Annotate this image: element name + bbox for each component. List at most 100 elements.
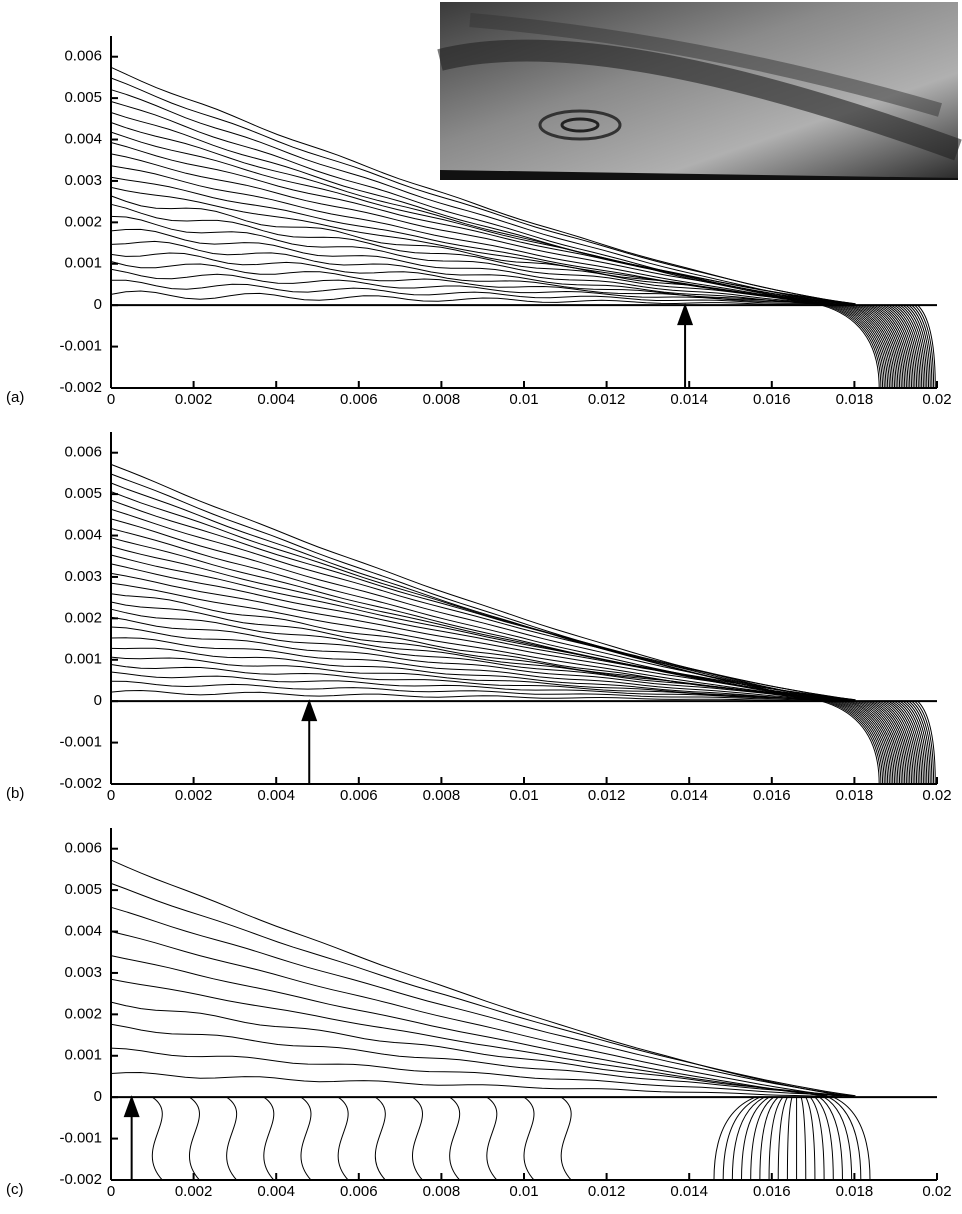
contour-line bbox=[523, 1096, 535, 1181]
contour-line bbox=[893, 700, 923, 785]
contour-line bbox=[821, 304, 880, 389]
contour-line bbox=[110, 228, 836, 305]
contour-line bbox=[110, 268, 855, 306]
contour-line bbox=[110, 473, 825, 701]
x-tick-label: 0 bbox=[107, 787, 115, 804]
contour-line bbox=[777, 1096, 788, 1181]
contour-line bbox=[821, 700, 880, 785]
contour-line bbox=[110, 101, 828, 305]
contour-line bbox=[885, 304, 918, 389]
contour-line bbox=[905, 700, 929, 785]
contour-line bbox=[110, 491, 840, 701]
contour-line bbox=[847, 304, 895, 389]
contour-line bbox=[741, 1096, 770, 1181]
x-tick-label: 0.01 bbox=[509, 787, 538, 804]
x-tick-label: 0.012 bbox=[588, 787, 626, 804]
contour-line bbox=[110, 626, 851, 701]
contour-line bbox=[110, 647, 825, 701]
y-tick-label: 0.006 bbox=[64, 444, 102, 461]
contour-line bbox=[829, 700, 885, 785]
x-tick-label: 0.002 bbox=[175, 391, 213, 408]
contour-line bbox=[110, 66, 854, 305]
contour-line bbox=[110, 1071, 840, 1098]
arrow-head bbox=[123, 1095, 140, 1118]
x-tick-label: 0 bbox=[107, 391, 115, 408]
contour-line bbox=[809, 1096, 825, 1181]
contour-line bbox=[885, 700, 918, 785]
contour-line bbox=[824, 700, 882, 785]
y-tick-label: 0.001 bbox=[64, 1047, 102, 1064]
x-tick-label: 0.004 bbox=[257, 1183, 295, 1200]
contour-line bbox=[853, 304, 899, 389]
contour-line bbox=[905, 304, 929, 389]
contour-line bbox=[759, 1096, 779, 1181]
x-tick-label: 0.004 bbox=[257, 391, 295, 408]
contour-line bbox=[110, 463, 838, 701]
y-tick-label: 0.004 bbox=[64, 526, 102, 543]
contour-line bbox=[110, 215, 851, 305]
contour-line bbox=[823, 1096, 853, 1181]
contour-line bbox=[882, 700, 916, 785]
panel-label: (b) bbox=[6, 785, 24, 802]
contour-line bbox=[110, 537, 825, 701]
contour-line bbox=[853, 700, 899, 785]
contour-line bbox=[891, 304, 921, 389]
contour-line bbox=[713, 1096, 756, 1181]
contour-line bbox=[110, 601, 831, 701]
arrow-head bbox=[301, 699, 318, 722]
y-tick-label: 0.006 bbox=[64, 48, 102, 65]
y-tick-label: 0 bbox=[94, 296, 102, 313]
contour-line bbox=[151, 1096, 163, 1181]
x-tick-label: 0.006 bbox=[340, 787, 378, 804]
contour-line bbox=[786, 1097, 793, 1181]
contour-line bbox=[768, 1096, 784, 1181]
contour-line bbox=[110, 1023, 855, 1097]
contour-line bbox=[819, 1096, 843, 1181]
contour-line bbox=[110, 528, 828, 701]
contour-line bbox=[856, 700, 901, 785]
contour-line bbox=[832, 700, 887, 785]
x-tick-label: 0.018 bbox=[836, 787, 874, 804]
x-tick-label: 0.016 bbox=[753, 1183, 791, 1200]
contour-line bbox=[859, 700, 902, 785]
contour-line bbox=[411, 1096, 423, 1181]
contour-line bbox=[110, 554, 851, 701]
y-tick-label: 0.004 bbox=[64, 130, 102, 147]
contour-line bbox=[859, 304, 902, 389]
contour-line bbox=[110, 1047, 854, 1097]
y-tick-label: 0.002 bbox=[64, 213, 102, 230]
contour-line bbox=[110, 593, 824, 701]
y-tick-label: 0.001 bbox=[64, 651, 102, 668]
contour-line bbox=[911, 700, 933, 785]
contour-line bbox=[850, 304, 897, 389]
contour-line bbox=[917, 700, 936, 785]
contour-line bbox=[873, 304, 911, 389]
y-tick-label: -0.001 bbox=[59, 338, 102, 355]
contour-line bbox=[888, 304, 919, 389]
y-tick-label: -0.002 bbox=[59, 775, 102, 792]
contour-line bbox=[864, 304, 906, 389]
x-tick-label: 0.018 bbox=[836, 391, 874, 408]
x-tick-label: 0.01 bbox=[509, 391, 538, 408]
contour-line bbox=[914, 700, 935, 785]
contour-line bbox=[832, 304, 887, 389]
contour-line bbox=[800, 1097, 807, 1181]
contour-line bbox=[110, 680, 854, 702]
x-tick-label: 0.012 bbox=[588, 1183, 626, 1200]
y-tick-label: 0.005 bbox=[64, 881, 102, 898]
contour-line bbox=[879, 304, 914, 389]
contour-line bbox=[110, 664, 842, 702]
x-tick-label: 0.004 bbox=[257, 787, 295, 804]
contour-line bbox=[722, 1096, 761, 1181]
contour-line bbox=[449, 1096, 461, 1181]
contour-line bbox=[110, 637, 836, 701]
contour-line bbox=[110, 882, 856, 1097]
contour-line bbox=[110, 906, 851, 1097]
contour-line bbox=[867, 700, 907, 785]
y-tick-label: 0.003 bbox=[64, 172, 102, 189]
x-tick-label: 0.008 bbox=[423, 787, 461, 804]
contour-line bbox=[731, 1096, 765, 1181]
contour-line bbox=[835, 700, 889, 785]
contour-line bbox=[879, 700, 914, 785]
